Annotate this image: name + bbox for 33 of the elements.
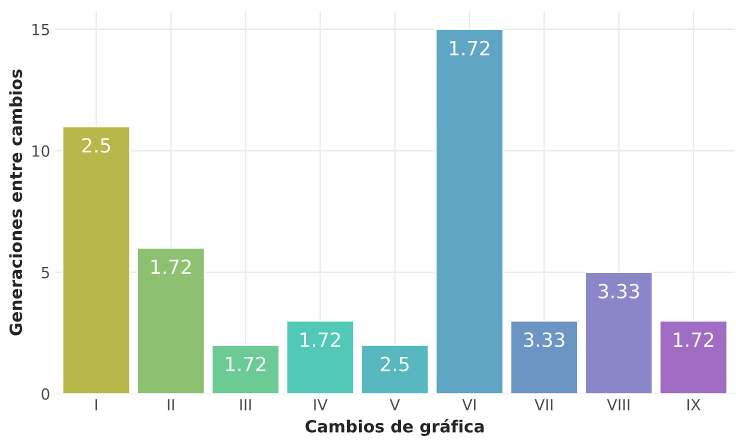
annotation: 1.72 [300,332,340,347]
x-axis-title: Cambios de gráfica [306,419,484,436]
annotation: 3.33 [524,332,564,348]
x-tick-label: IX [687,399,700,410]
annotation: 1.72 [674,332,714,347]
x-tick-label: VIII [606,399,630,410]
bar [286,320,354,394]
y-tick-label: 10 [32,145,50,157]
y-tick-label: 0 [42,388,50,400]
annotation: 1.72 [226,356,266,372]
x-tick-label: V [390,399,400,410]
x-tick-label: III [240,399,251,410]
x-tick-label: IV [314,399,328,410]
x-tick-label: I [96,399,98,410]
bar [584,272,654,394]
x-tick-label: VI [462,399,476,410]
annotation: 1.72 [151,259,191,274]
annotation: 2.5 [380,356,409,372]
bar [510,320,578,394]
bar [62,126,131,394]
bar [435,28,504,394]
y-axis-title: Generaciones entre cambios [9,70,22,336]
bar [360,344,430,394]
annotation: 2.5 [82,138,110,153]
annotation: 3.33 [598,284,639,298]
y-tick-label: 15 [32,24,50,36]
bar [659,320,728,394]
y-tick-label: 5 [42,267,50,278]
bar [136,247,206,394]
x-tick-label: VII [534,399,552,410]
x-tick-label: II [168,399,174,410]
bar [211,344,280,394]
annotation: 1.72 [450,40,490,56]
